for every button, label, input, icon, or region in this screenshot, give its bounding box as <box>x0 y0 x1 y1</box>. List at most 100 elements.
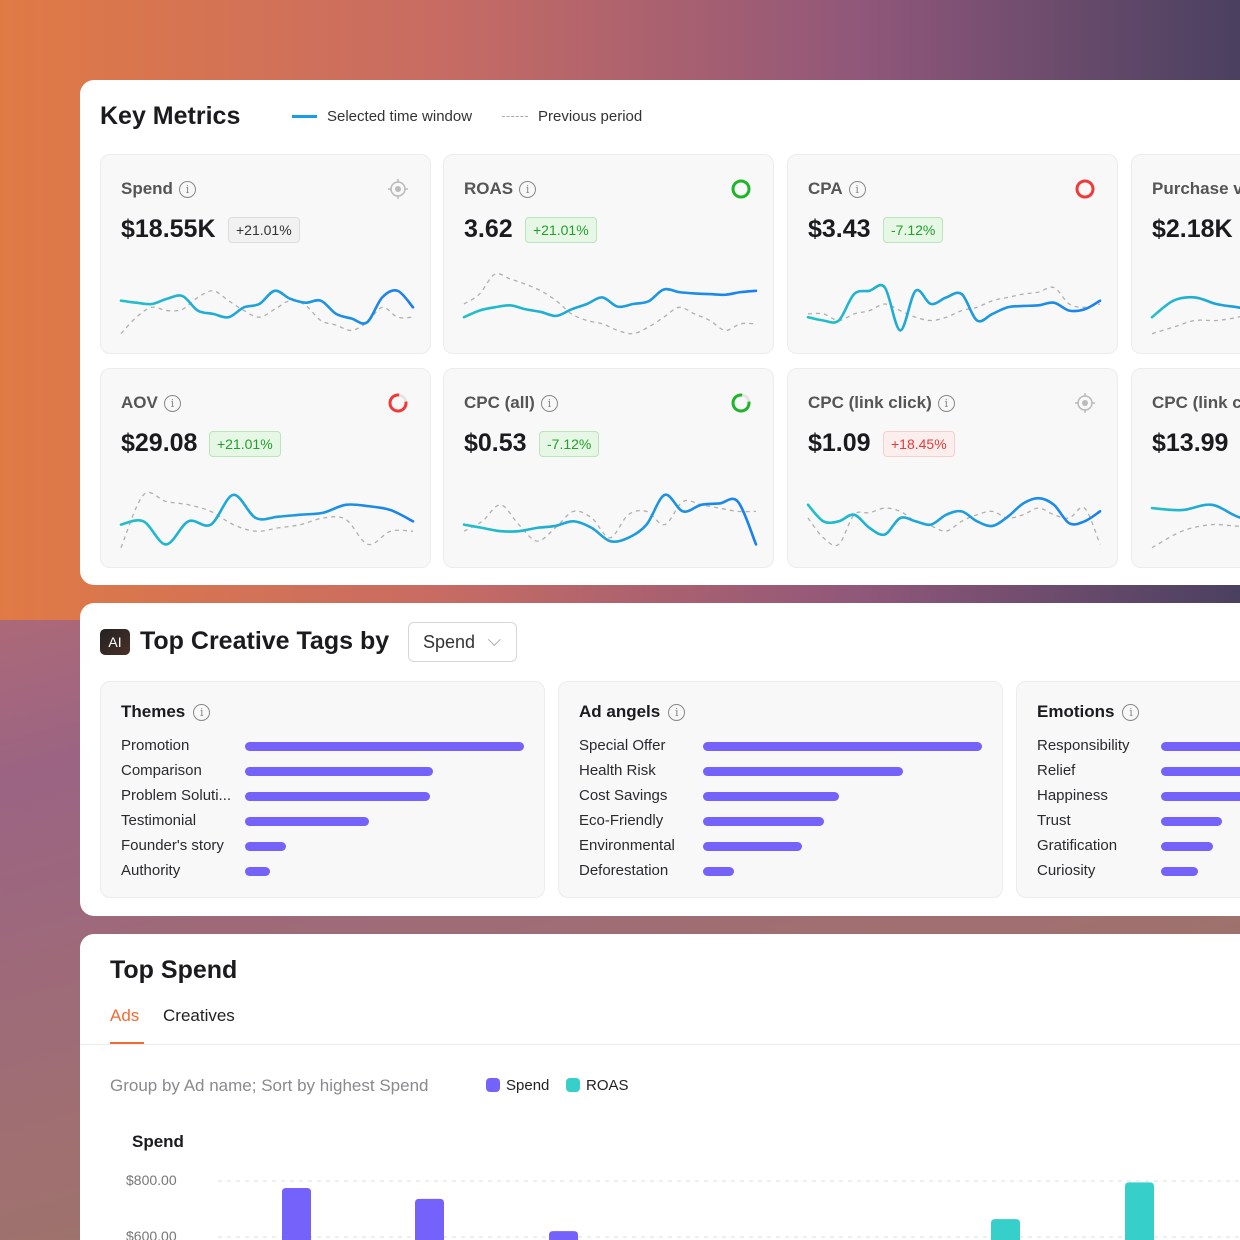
tag-row[interactable]: Relief <box>1037 762 1240 782</box>
metric-card[interactable]: CPC (link click)i $13.99 <box>1131 368 1240 568</box>
roas-bar[interactable] <box>1125 1182 1154 1240</box>
metric-card[interactable]: AOV i $29.08 +21.01% <box>100 368 431 568</box>
tag-label: Comparison <box>121 762 202 779</box>
metric-card[interactable]: CPA i $3.43 -7.12% <box>787 154 1118 354</box>
info-icon[interactable]: i <box>540 394 558 412</box>
tag-row[interactable]: Cost Savings <box>579 787 999 807</box>
tag-row[interactable]: Authority <box>121 862 541 882</box>
spend-bar[interactable] <box>549 1231 578 1240</box>
tag-label: Founder's story <box>121 837 224 854</box>
tag-label: Promotion <box>121 737 190 754</box>
tag-bar <box>1161 817 1222 826</box>
tag-bar <box>703 792 839 801</box>
sparkline <box>119 289 415 335</box>
metric-card[interactable]: CPC (all) i $0.53 -7.12% <box>443 368 774 568</box>
spend-bar[interactable] <box>282 1188 311 1240</box>
tag-row[interactable]: Founder's story <box>121 837 541 857</box>
info-icon[interactable]: i <box>1122 703 1140 721</box>
previous-period-line <box>807 506 1101 547</box>
tag-row[interactable]: Trust <box>1037 812 1240 832</box>
current-period-line <box>119 289 415 325</box>
tag-group-title: Themes i <box>121 702 211 722</box>
tag-bar <box>1161 742 1240 751</box>
info-icon[interactable]: i <box>668 703 686 721</box>
tag-row[interactable]: Curiosity <box>1037 862 1240 882</box>
tag-label: Deforestation <box>579 862 669 879</box>
chevron-down-icon <box>488 632 501 646</box>
info-icon[interactable]: i <box>178 180 196 198</box>
spend-swatch <box>486 1078 500 1092</box>
tag-row[interactable]: Comparison <box>121 762 541 782</box>
metric-title: Spend i <box>121 179 196 199</box>
info-icon[interactable]: i <box>519 180 537 198</box>
change-badge: -7.12% <box>883 217 944 243</box>
divider <box>80 1044 1240 1045</box>
tag-bar <box>245 867 270 876</box>
tab-creatives[interactable]: Creatives <box>163 1006 235 1025</box>
sparkline <box>119 491 415 548</box>
tag-row[interactable]: Gratification <box>1037 837 1240 857</box>
legend-roas-label: ROAS <box>586 1077 629 1094</box>
info-icon[interactable]: i <box>193 703 211 721</box>
tag-bar <box>245 842 286 851</box>
target-icon[interactable] <box>387 178 409 200</box>
group-sort-description: Group by Ad name; Sort by highest Spend <box>110 1076 429 1095</box>
metric-title: CPC (link click)i <box>808 393 955 413</box>
tag-row[interactable]: Testimonial <box>121 812 541 832</box>
tag-bar <box>1161 842 1213 851</box>
tag-row[interactable]: Responsibility <box>1037 737 1240 757</box>
previous-period-line <box>1151 315 1240 335</box>
tag-bar <box>703 767 903 776</box>
roas-bar[interactable] <box>991 1219 1020 1240</box>
tab-ads[interactable]: Ads <box>110 1006 140 1025</box>
metric-card[interactable]: Spend i $18.55K +21.01% <box>100 154 431 354</box>
tag-bar <box>245 817 369 826</box>
target-icon[interactable] <box>1074 392 1096 414</box>
legend-roas: ROAS <box>566 1077 629 1094</box>
status-ring-icon <box>731 179 751 199</box>
change-badge: -7.12% <box>539 431 600 457</box>
metric-card[interactable]: Purchase valuei $2.18K <box>1131 154 1240 354</box>
metric-select[interactable]: Spend <box>408 622 517 662</box>
info-icon[interactable]: i <box>937 394 955 412</box>
info-icon[interactable]: i <box>163 394 181 412</box>
tag-row[interactable]: Health Risk <box>579 762 999 782</box>
tag-group-title: Emotions i <box>1037 702 1140 722</box>
metric-title-label: CPA <box>808 179 843 198</box>
tag-row[interactable]: Deforestation <box>579 862 999 882</box>
tag-label: Eco-Friendly <box>579 812 664 829</box>
sparkline <box>806 283 1102 332</box>
tag-row[interactable]: Problem Soluti... <box>121 787 541 807</box>
current-period-line <box>462 287 758 319</box>
metric-value: $1.09 <box>808 429 871 457</box>
sparkline <box>806 496 1102 547</box>
current-period-line <box>1150 503 1240 519</box>
tag-label: Curiosity <box>1037 862 1096 879</box>
metric-title: ROAS i <box>464 179 537 199</box>
metric-title: CPA i <box>808 179 866 199</box>
tag-label: Happiness <box>1037 787 1108 804</box>
tag-row[interactable]: Promotion <box>121 737 541 757</box>
metric-title: Purchase valuei <box>1152 179 1240 199</box>
tag-row[interactable]: Happiness <box>1037 787 1240 807</box>
metric-card[interactable]: CPC (link click) i $1.09 +18.45% <box>787 368 1118 568</box>
tag-group-card: Ad angels i Special Offer Health Risk Cost S… <box>558 681 1003 898</box>
legend-spend-label: Spend <box>506 1077 550 1094</box>
tag-label: Trust <box>1037 812 1071 829</box>
tag-label: Special Offer <box>579 737 666 754</box>
change-badge: +21.01% <box>228 217 300 243</box>
tag-group-card: Emotions i Responsibility Relief Happiness Tr… <box>1016 681 1240 898</box>
tag-row[interactable]: Eco-Friendly <box>579 812 999 832</box>
metric-title: CPC (link click)i <box>1152 393 1240 413</box>
sparkline <box>462 273 758 335</box>
metric-select-value: Spend <box>423 631 476 652</box>
metric-card[interactable]: ROAS i 3.62 +21.01% <box>443 154 774 354</box>
metric-title: AOV i <box>121 393 181 413</box>
tag-row[interactable]: Special Offer <box>579 737 999 757</box>
spend-bar[interactable] <box>415 1198 444 1240</box>
tag-label: Relief <box>1037 762 1076 779</box>
info-icon[interactable]: i <box>848 180 866 198</box>
sparkline <box>1150 503 1240 549</box>
key-metrics-title: Key Metrics <box>100 102 241 130</box>
tag-row[interactable]: Environmental <box>579 837 999 857</box>
